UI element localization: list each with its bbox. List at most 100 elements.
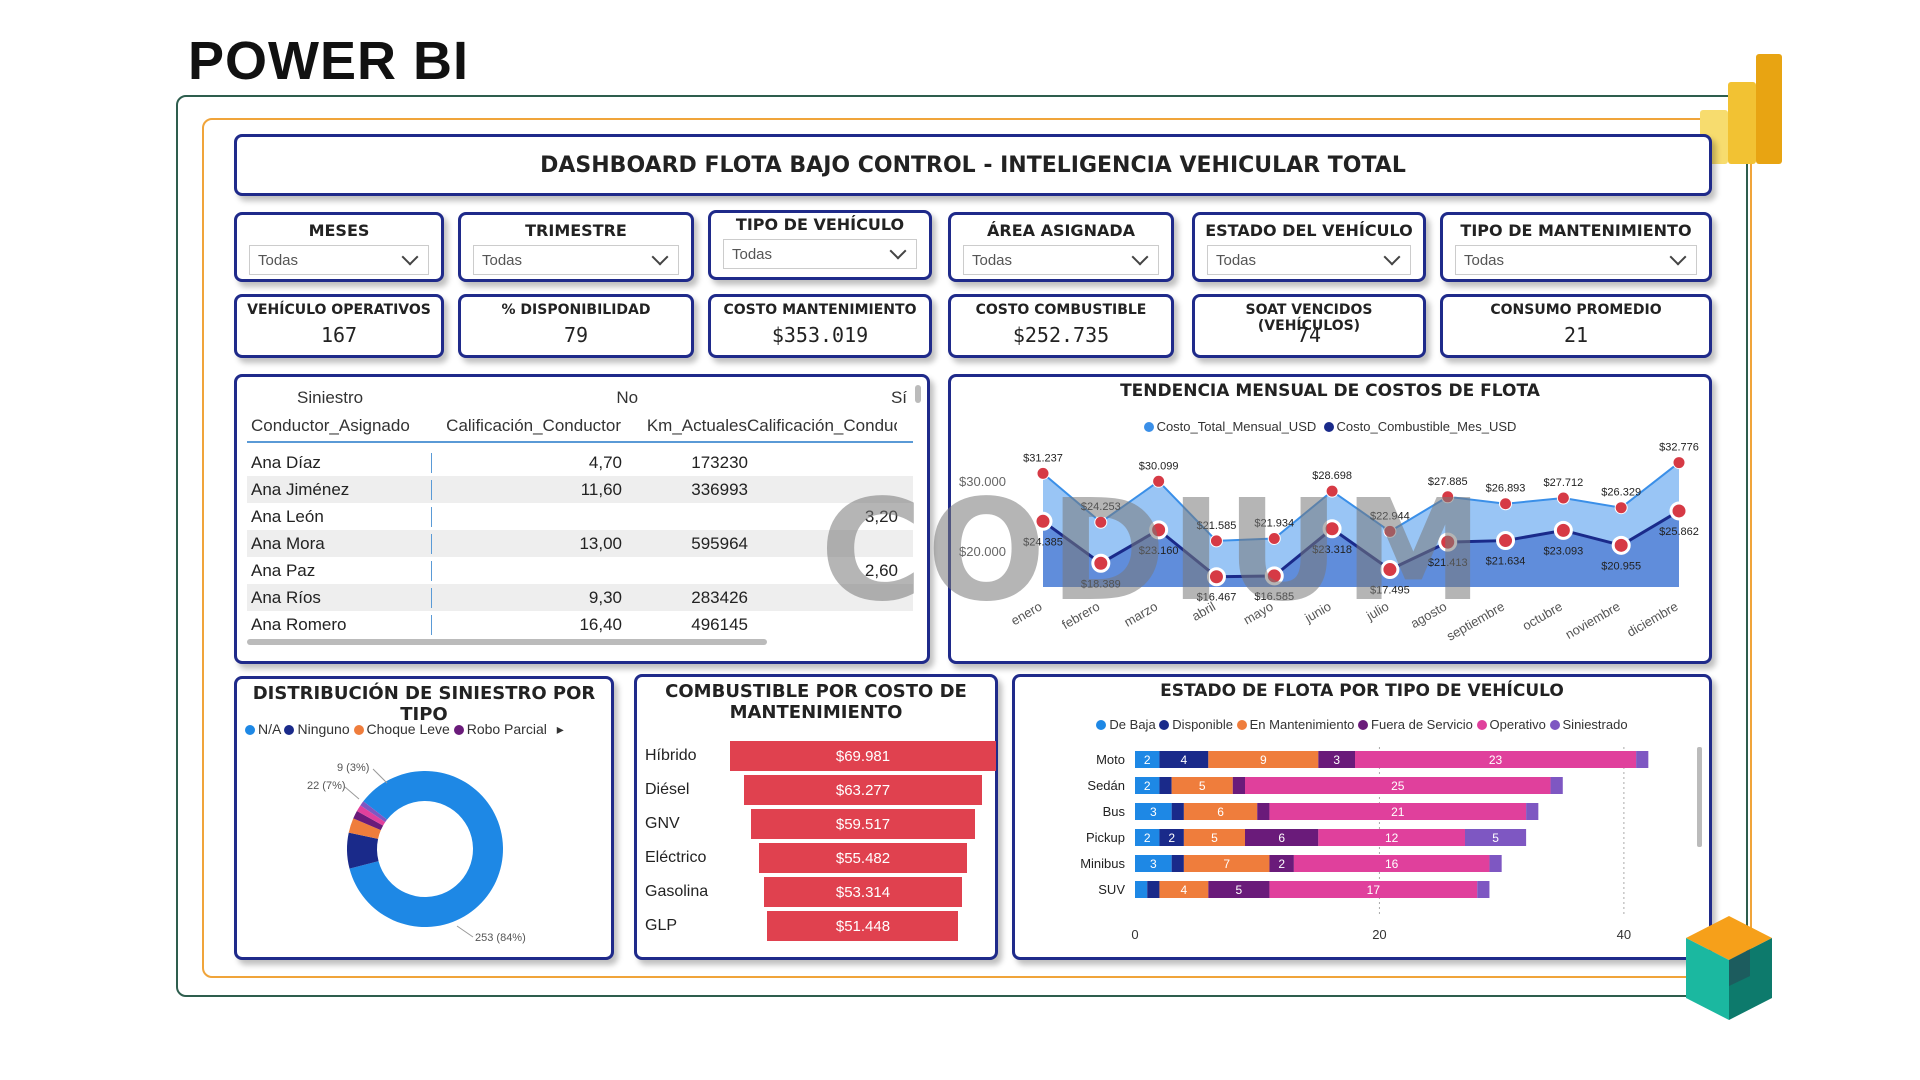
- column-header[interactable]: Km_Actuales: [646, 416, 747, 435]
- stacked-bar-segment: [1135, 855, 1172, 872]
- table-row[interactable]: Ana Jiménez 11,60 336993: [247, 476, 913, 503]
- kpi-value: $353.019: [771, 323, 869, 347]
- total-cost-point: [1152, 474, 1166, 488]
- filter-title: TIPO DE MANTENIMIENTO: [1460, 221, 1692, 240]
- label-leader-line: [372, 768, 388, 784]
- legend-label[interactable]: Choque Leve: [366, 721, 450, 737]
- stacked-bar-segment: [1636, 751, 1649, 768]
- legend-dot: [284, 725, 295, 735]
- legend-label[interactable]: Fuera de Servicio: [1371, 717, 1477, 732]
- legend-label[interactable]: En Mantenimiento: [1249, 717, 1359, 732]
- stacked-bar-segment: [1159, 777, 1172, 794]
- cell: Ana Díaz: [247, 452, 432, 473]
- legend-label[interactable]: De Baja: [1109, 717, 1160, 732]
- funnel-bar[interactable]: $63.277: [743, 775, 983, 805]
- stacked-bar-segment: [1269, 881, 1478, 898]
- column-header[interactable]: Calificación_Conductor: [446, 416, 621, 435]
- horizontal-scrollbar[interactable]: [247, 639, 767, 645]
- fuel-cost-chart-card: COMBUSTIBLE POR COSTO DE MANTENIMIENTO H…: [634, 674, 998, 960]
- filter-title: TRIMESTRE: [525, 221, 627, 240]
- stacked-bar-segment: [1269, 855, 1294, 872]
- label-leader-line: [344, 786, 360, 800]
- funnel-bar[interactable]: $55.482: [759, 843, 967, 873]
- data-label: $17.495: [1370, 585, 1410, 597]
- total-cost-point: [1325, 484, 1339, 498]
- funnel-bar[interactable]: $53.314: [763, 877, 963, 907]
- table-row[interactable]: Ana Ríos 9,30 283426: [247, 584, 913, 611]
- x-tick-label: marzo: [1121, 599, 1160, 630]
- legend-label[interactable]: N/A: [258, 721, 281, 737]
- segment-label: 25: [1391, 779, 1405, 793]
- x-tick-label: octubre: [1520, 599, 1565, 634]
- filter-dropdown[interactable]: Todas: [1207, 245, 1411, 275]
- kpi-card: % DISPONIBILIDAD 79: [458, 294, 694, 358]
- x-tick-label: enero: [1008, 599, 1044, 629]
- total-cost-point: [1672, 456, 1686, 470]
- filter-dropdown[interactable]: Todas: [473, 245, 679, 275]
- legend-dot: [1096, 720, 1107, 730]
- funnel-bar[interactable]: $59.517: [751, 809, 975, 839]
- category-label: GLP: [645, 917, 678, 934]
- legend-dot: [1549, 720, 1560, 730]
- filter-dropdown[interactable]: Todas: [1455, 245, 1697, 275]
- filter-tipo-mantenimiento: TIPO DE MANTENIMIENTO Todas: [1440, 212, 1712, 282]
- category-label: Pickup: [1086, 830, 1125, 845]
- data-label: $27.885: [1428, 476, 1468, 488]
- legend-label[interactable]: Ninguno: [297, 721, 350, 737]
- donut-slice: [353, 810, 384, 831]
- data-label: $23.093: [1543, 545, 1583, 557]
- legend-label[interactable]: Costo_Combustible_Mes_USD: [1336, 419, 1517, 434]
- x-tick-label: 20: [1372, 927, 1386, 942]
- kpi-label: COSTO COMBUSTIBLE: [975, 302, 1147, 318]
- legend-next-arrow-icon[interactable]: ▸: [556, 721, 564, 737]
- segment-label: 5: [1492, 831, 1499, 845]
- table-row[interactable]: Ana Paz 2,60: [247, 557, 913, 584]
- legend-label[interactable]: Robo Parcial: [466, 721, 547, 737]
- table-row[interactable]: Ana Romero 16,40 496145: [247, 611, 913, 638]
- filter-dropdown[interactable]: Todas: [963, 245, 1159, 275]
- fuel-cost-point: [1091, 553, 1111, 573]
- chart-legend: De Baja Disponible En Mantenimiento Fuer…: [1015, 717, 1709, 732]
- legend-dot: [1143, 422, 1154, 432]
- data-label: $27.712: [1543, 477, 1583, 489]
- segment-label: 5: [1236, 883, 1243, 897]
- segment-label: 2: [1144, 753, 1151, 767]
- cell: Ana Ríos: [247, 587, 432, 608]
- vertical-scrollbar[interactable]: [915, 385, 921, 403]
- column-header[interactable]: Calificación_Conduc: [747, 416, 897, 435]
- donut-slice: [348, 818, 381, 839]
- segment-label: 5: [1211, 831, 1218, 845]
- stacked-bar-segment: [1245, 777, 1551, 794]
- legend-label[interactable]: Operativo: [1489, 717, 1550, 732]
- chevron-down-icon: [889, 242, 907, 260]
- filter-dropdown[interactable]: Todas: [249, 245, 429, 275]
- stacked-bar-segment: [1183, 829, 1245, 846]
- cell: 11,60: [580, 479, 622, 499]
- legend-dot: [453, 725, 464, 735]
- table-row[interactable]: Ana León 3,20: [247, 503, 913, 530]
- kpi-label: CONSUMO PROMEDIO: [1490, 302, 1662, 318]
- funnel-bar[interactable]: $51.448: [767, 911, 959, 941]
- funnel-bar[interactable]: $69.981: [730, 741, 996, 771]
- table-group-header-cell: Sí: [890, 388, 907, 407]
- cell: 173230: [691, 452, 748, 472]
- cell: 16,40: [579, 614, 622, 634]
- filter-value: Todas: [482, 251, 523, 269]
- chart-legend: Costo_Total_Mensual_USD Costo_Combustibl…: [951, 419, 1709, 434]
- legend-dot: [353, 725, 364, 735]
- kpi-card: SOAT VENCIDOS (VEHÍCULOS) 74: [1192, 294, 1426, 358]
- legend-label[interactable]: Costo_Total_Mensual_USD: [1156, 419, 1317, 434]
- data-label: $20.955: [1601, 560, 1641, 572]
- legend-label[interactable]: Siniestrado: [1562, 717, 1628, 732]
- column-header[interactable]: Conductor_Asignado: [251, 416, 410, 435]
- total-cost-point: [1614, 501, 1628, 515]
- chart-title: TENDENCIA MENSUAL DE COSTOS DE FLOTA: [1120, 381, 1540, 401]
- total-cost-point: [1441, 490, 1455, 504]
- table-row[interactable]: Ana Mora 13,00 595964: [247, 530, 913, 557]
- vertical-scrollbar: [1697, 747, 1702, 847]
- filter-dropdown[interactable]: Todas: [723, 239, 917, 269]
- funnel-row: Diésel $63.277: [645, 775, 987, 805]
- donut-chart-card: DISTRIBUCIÓN DE SINIESTRO POR TIPO N/A N…: [234, 676, 614, 960]
- legend-label[interactable]: Disponible: [1172, 717, 1237, 732]
- table-row[interactable]: Ana Díaz 4,70 173230: [247, 449, 913, 476]
